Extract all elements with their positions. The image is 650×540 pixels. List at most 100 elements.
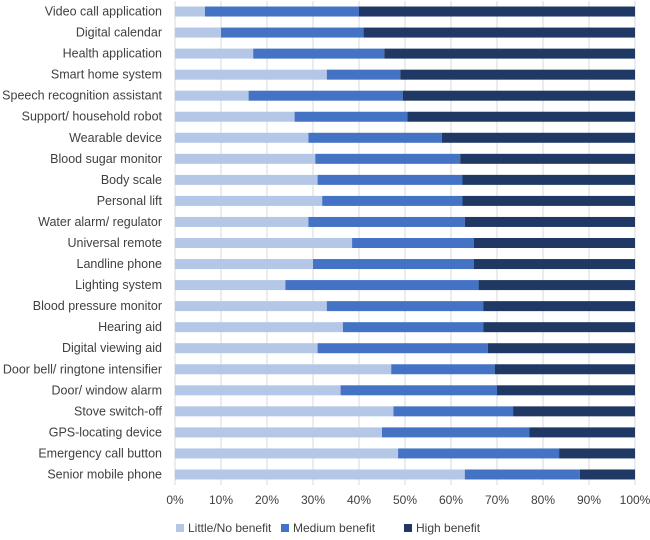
bars-area <box>175 6 635 480</box>
bar-segment-medium <box>317 343 488 354</box>
bar-segment-medium <box>248 90 403 101</box>
category-label: Digital calendar <box>76 26 162 40</box>
bar-segment-high <box>494 364 635 375</box>
category-label: Universal remote <box>68 236 163 250</box>
bar-segment-medium <box>382 427 530 438</box>
legend-label: Little/No benefit <box>188 521 272 535</box>
x-tick-label: 50% <box>393 493 417 507</box>
bar-segment-high <box>529 427 635 438</box>
bar-segment-little <box>175 322 343 333</box>
bar-segment-medium <box>342 322 484 333</box>
bar-segment-little <box>175 6 205 17</box>
category-label: Landline phone <box>77 257 163 271</box>
bar-segment-little <box>175 301 327 312</box>
bar-segment-medium <box>204 6 359 17</box>
bar-segment-medium <box>322 195 463 206</box>
legend-label: Medium benefit <box>293 521 376 535</box>
bar-segment-medium <box>253 48 385 59</box>
bar-segment-little <box>175 174 318 185</box>
bar-segment-high <box>513 406 635 417</box>
bar-segment-medium <box>326 69 401 80</box>
bar-segment-little <box>175 364 392 375</box>
category-label: Support/ household robot <box>22 110 163 124</box>
x-tick-label: 0% <box>166 493 184 507</box>
bar-segment-medium <box>352 238 474 248</box>
bar-segment-high <box>483 322 635 333</box>
legend-swatch <box>281 524 289 532</box>
bar-segment-little <box>175 153 316 164</box>
bar-segment-high <box>474 238 635 248</box>
category-label: Personal lift <box>97 194 163 208</box>
category-label: GPS-locating device <box>49 425 162 439</box>
bar-segment-high <box>474 259 635 270</box>
bar-segment-medium <box>464 469 580 480</box>
bar-segment-high <box>462 174 635 185</box>
bar-segment-medium <box>313 259 474 270</box>
bar-segment-little <box>175 280 286 291</box>
bar-segment-medium <box>326 301 484 312</box>
bar-segment-little <box>175 259 313 270</box>
bar-segment-high <box>359 6 635 17</box>
category-label: Health application <box>63 47 162 61</box>
x-tick-label: 70% <box>485 493 509 507</box>
bar-segment-high <box>441 132 635 143</box>
bar-segment-medium <box>391 364 495 375</box>
legend-label: High benefit <box>416 521 481 535</box>
x-axis-ticks: 0% 10% 20% 30% 40% 50% 60% 70% 80% 90% 100% <box>166 493 650 507</box>
bar-segment-high <box>402 90 635 101</box>
bar-segment-high <box>579 469 635 480</box>
bar-segment-medium <box>317 174 463 185</box>
bar-segment-high <box>478 280 635 291</box>
category-label: Hearing aid <box>98 320 162 334</box>
category-label: Water alarm/ regulator <box>38 215 162 229</box>
legend-swatch <box>176 524 184 532</box>
x-tick-label: 10% <box>209 493 233 507</box>
bar-segment-little <box>175 406 394 417</box>
bar-segment-high <box>407 111 635 122</box>
category-label: Blood sugar monitor <box>50 152 162 166</box>
bar-segment-medium <box>393 406 514 417</box>
legend-swatch <box>404 524 412 532</box>
x-tick-label: 80% <box>531 493 555 507</box>
bar-segment-little <box>175 238 353 248</box>
x-tick-label: 30% <box>301 493 325 507</box>
bar-segment-little <box>175 111 295 122</box>
category-label: Stove switch-off <box>74 404 163 418</box>
category-label: Emergency call button <box>38 446 162 460</box>
category-label: Speech recognition assistant <box>2 89 162 103</box>
bar-segment-high <box>384 48 635 59</box>
bar-segment-medium <box>308 132 442 143</box>
bar-segment-little <box>175 132 309 143</box>
bar-segment-high <box>363 27 635 38</box>
bar-segment-little <box>175 27 221 38</box>
bar-segment-high <box>487 343 635 354</box>
bar-segment-little <box>175 48 254 59</box>
bar-segment-little <box>175 343 318 354</box>
bar-segment-little <box>175 427 382 438</box>
x-tick-label: 40% <box>347 493 371 507</box>
x-tick-label: 60% <box>439 493 463 507</box>
bar-segment-high <box>483 301 635 312</box>
category-labels: Video call application Digital calendar He… <box>2 5 162 482</box>
bar-segment-high <box>497 385 635 396</box>
bar-segment-high <box>464 216 635 227</box>
category-label: Wearable device <box>69 131 162 145</box>
category-label: Video call application <box>45 5 162 19</box>
bar-segment-high <box>400 69 635 80</box>
bar-segment-little <box>175 469 465 480</box>
category-label: Blood pressure monitor <box>33 299 162 313</box>
category-label: Senior mobile phone <box>47 467 162 481</box>
bar-segment-little <box>175 90 249 101</box>
category-label: Lighting system <box>75 278 162 292</box>
category-label: Smart home system <box>51 68 162 82</box>
x-tick-label: 100% <box>620 493 650 507</box>
bar-segment-high <box>460 153 635 164</box>
bar-segment-medium <box>221 27 364 38</box>
bar-segment-medium <box>340 385 497 396</box>
bar-segment-medium <box>308 216 465 227</box>
category-label: Digital viewing aid <box>62 341 162 355</box>
category-label: Door bell/ ringtone intensifier <box>3 362 162 376</box>
legend: Little/No benefit Medium benefit High bene… <box>176 521 481 535</box>
category-label: Body scale <box>101 173 162 187</box>
